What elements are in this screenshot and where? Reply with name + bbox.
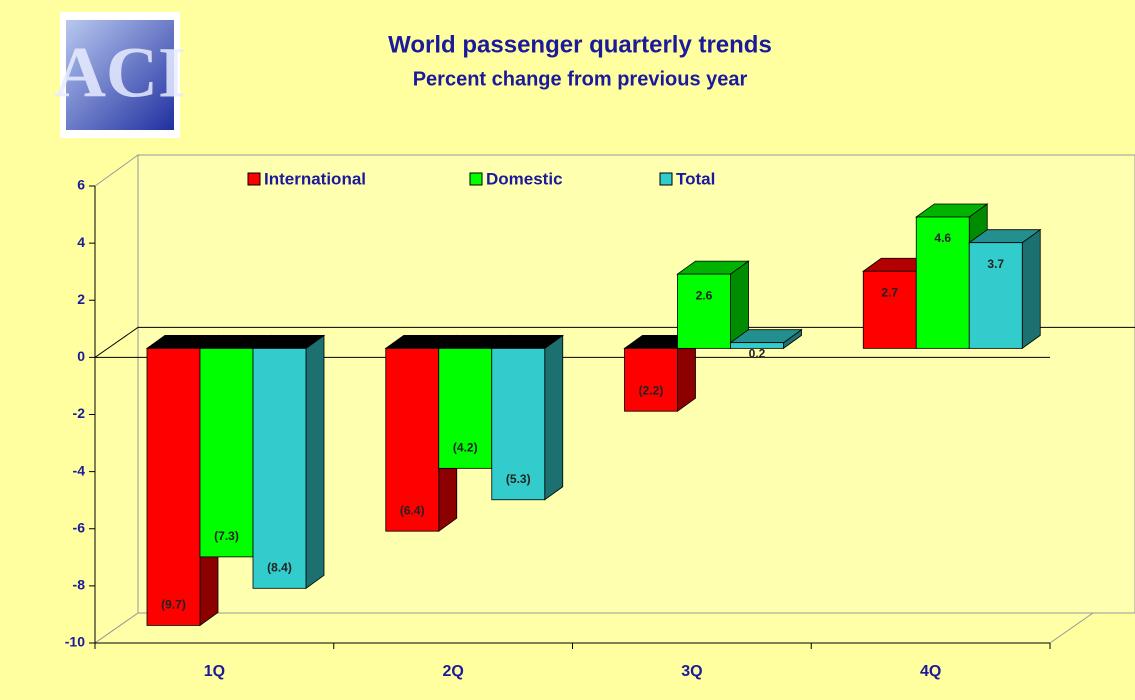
data-label: (7.3) (214, 529, 239, 543)
y-tick-label: -10 (65, 634, 85, 650)
y-tick-label: 0 (77, 348, 85, 364)
y-tick-label: 2 (77, 291, 85, 307)
y-tick-label: -2 (73, 405, 86, 421)
side-wall (94, 154, 139, 644)
logo-panel (66, 20, 174, 130)
bar (491, 347, 546, 501)
bar (199, 347, 254, 558)
bar (146, 347, 201, 626)
legend-label: Total (676, 169, 715, 188)
legend-swatch (469, 172, 483, 186)
x-tick-label: 4Q (920, 663, 941, 680)
legend-label: International (264, 169, 366, 188)
bar (438, 347, 493, 469)
bar-side (305, 334, 325, 590)
y-tick-label: 6 (77, 177, 85, 193)
bar (968, 242, 1023, 349)
floor (93, 612, 1095, 644)
bar (252, 347, 307, 589)
y-tick-label: -4 (73, 462, 86, 478)
chart-title: World passenger quarterly trends (388, 31, 772, 58)
y-tick-label: 4 (77, 234, 85, 250)
data-label: (4.2) (453, 441, 478, 455)
bar (624, 347, 678, 412)
x-tick-label: 3Q (681, 663, 702, 680)
bar (915, 216, 970, 349)
y-tick-label: -8 (73, 577, 86, 593)
data-label: (9.7) (161, 598, 186, 612)
y-tick-label: -6 (73, 519, 86, 535)
legend-label: Domestic (486, 169, 563, 188)
data-label: (2.2) (639, 383, 664, 397)
data-label: 3.7 (987, 257, 1004, 271)
bar-side (544, 334, 564, 501)
data-label: 2.6 (696, 288, 713, 302)
data-label: 0.2 (749, 347, 766, 361)
bar (730, 342, 784, 349)
bar (862, 270, 917, 349)
chart-subtitle: Percent change from previous year (413, 68, 748, 90)
bar-side (1021, 228, 1041, 350)
x-tick-label: 2Q (442, 663, 463, 680)
data-label: 2.7 (881, 285, 898, 299)
legend-swatch (247, 172, 261, 186)
data-label: (8.4) (267, 560, 292, 574)
x-tick-label: 1Q (204, 663, 225, 680)
data-label: 4.6 (934, 231, 951, 245)
legend-swatch (659, 172, 673, 186)
bar (385, 347, 440, 532)
data-label: (5.3) (506, 472, 531, 486)
logo-text: ACI (54, 33, 186, 113)
zero-plane (94, 326, 1135, 358)
bar (677, 273, 731, 349)
data-label: (6.4) (400, 503, 425, 517)
